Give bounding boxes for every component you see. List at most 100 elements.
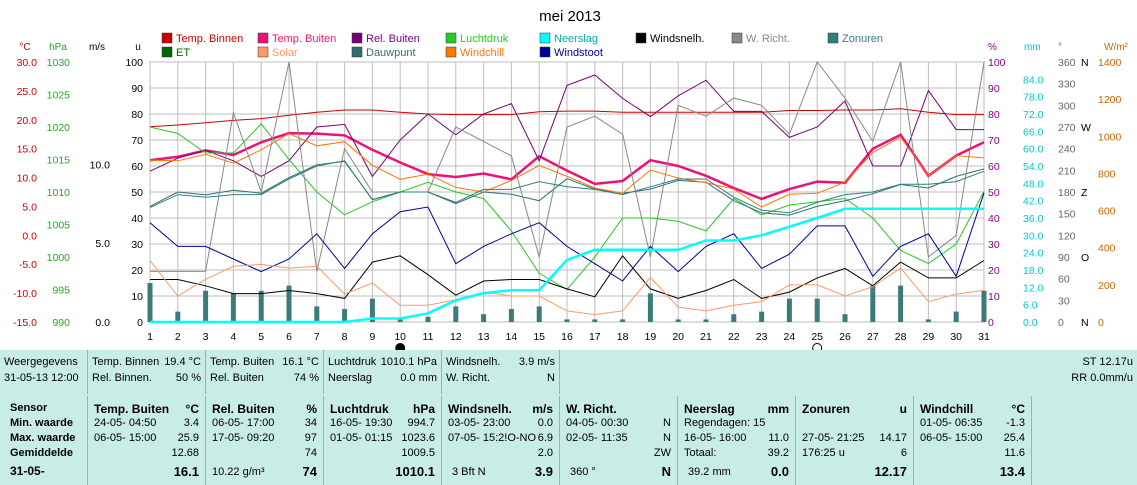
- neerslag-value: 0.0 mm: [400, 372, 437, 384]
- sunshine-bar: [925, 319, 931, 322]
- axis-tick-wind: 0.0: [95, 317, 110, 329]
- axis-tick-temp: 25.0: [17, 86, 38, 98]
- axis-tick-humidity: 60: [988, 161, 1000, 173]
- stat-current: 16.1: [173, 464, 199, 479]
- axis-tick-pressure: 1005: [47, 220, 71, 232]
- stat-min-time: 24-05- 04:50: [94, 417, 157, 429]
- axis-tick-u: 0: [137, 317, 143, 329]
- sunshine-bar: [759, 311, 765, 322]
- stat-min: 3.4: [183, 417, 199, 429]
- x-tick-label: 14: [506, 331, 518, 343]
- temp-binnen-label: Temp. Binnen: [92, 356, 160, 368]
- axis-tick-u: 20: [131, 265, 143, 277]
- series-line-windstoot: [149, 192, 985, 282]
- windsnelh-label: Windsnelh.: [446, 356, 501, 368]
- axis-tick-humidity: 100: [988, 57, 1006, 69]
- legend-swatch: [257, 46, 269, 58]
- axis-tick-rain: 42.0: [1023, 196, 1044, 208]
- axis-tick-u: 30: [131, 239, 143, 251]
- stat-max: N: [663, 432, 671, 444]
- sunshine-bar: [647, 293, 653, 322]
- sunshine-bar: [230, 293, 236, 322]
- rel-binnen-value: 50 %: [175, 372, 201, 384]
- axis-tick-direction: 90: [1058, 252, 1070, 264]
- axis-tick-u: 40: [131, 213, 143, 225]
- w-richt-value: N: [547, 372, 555, 384]
- current-date-label: 31-05-: [10, 464, 45, 478]
- stat-title: Zonuren: [802, 402, 850, 416]
- legend-swatch: [539, 32, 551, 44]
- axis-tick-rain: 12.0: [1023, 282, 1044, 294]
- x-tick-label: 19: [645, 331, 657, 343]
- stat-unit: °C: [185, 402, 199, 416]
- axis-tick-temp: 5.0: [22, 201, 37, 213]
- axis-tick-solar: 1200: [1098, 94, 1122, 106]
- axis-unit-direction: °: [1058, 42, 1062, 53]
- axis-tick-pressure: 1030: [47, 57, 71, 69]
- series-line-temp-binnen: [149, 108, 984, 128]
- axis-tick-humidity: 20: [988, 265, 1000, 277]
- stat-temp-buiten: Temp. Buiten °C 24-05- 04:50 3.4 06-05- …: [88, 396, 206, 485]
- sunshine-bar: [814, 298, 820, 322]
- legend-label: Temp. Buiten: [272, 33, 336, 45]
- axis-tick-u: 10: [131, 291, 143, 303]
- axis-tick-temp: 30.0: [17, 57, 38, 69]
- axis-tick-pressure: 1010: [47, 187, 71, 199]
- x-tick-label: 4: [230, 331, 236, 343]
- stat-extra: 3 Bft N: [452, 466, 486, 478]
- stat-max-time: 27-05- 21:25: [802, 432, 865, 444]
- x-tick-label: 8: [342, 331, 348, 343]
- series-line-neerslag: [150, 207, 984, 324]
- rel-buiten-label: Rel. Buiten: [210, 372, 264, 384]
- stat-row-labels: Sensor Min. waarde Max. waarde Gemiddeld…: [0, 396, 88, 485]
- axis-tick-u: 50: [131, 187, 143, 199]
- sunshine-bar: [286, 285, 292, 322]
- stat-neerslag: Neerslag mm Regendagen: 15 16-05- 16:00 …: [678, 396, 796, 485]
- rel-buiten-value: 74 %: [293, 372, 319, 384]
- legend-swatch: [827, 32, 839, 44]
- stat-max: 1023.6: [401, 432, 435, 444]
- axis-tick-temp: -5.0: [19, 259, 37, 271]
- stat-current: N: [661, 464, 671, 479]
- stat-title: Windchill: [920, 402, 974, 416]
- axis-tick-humidity: 40: [988, 213, 1000, 225]
- series-line-dauwpunt: [149, 160, 985, 216]
- axis-tick-direction: 0: [1058, 317, 1064, 329]
- stat-max-time: 02-05- 11:35: [566, 432, 628, 444]
- sunshine-bar: [508, 309, 514, 322]
- axis-tick-pressure: 995: [52, 285, 70, 297]
- sunshine-bar: [175, 311, 181, 322]
- axis-unit-rain: mm: [1024, 42, 1041, 53]
- sunshine-bar: [620, 319, 626, 322]
- x-tick-label: 18: [617, 331, 629, 343]
- sunshine-bar: [842, 314, 848, 322]
- windsnelh-value: 3.9 m/s: [518, 356, 555, 368]
- x-tick-label: 3: [203, 331, 209, 343]
- axis-tick-rain: 36.0: [1023, 213, 1044, 225]
- axis-tick-temp: -15.0: [13, 317, 37, 329]
- x-tick-label: 26: [839, 331, 851, 343]
- stat-min-time: 06-05- 17:00: [212, 417, 275, 429]
- axis-tick-direction: 60: [1058, 274, 1070, 286]
- stat-title: Rel. Buiten: [212, 402, 275, 416]
- data-tables: Weergegevens 31-05-13 12:00 Temp. Binnen…: [0, 350, 1137, 485]
- stat-min: N: [663, 417, 671, 429]
- stat-max-time: 17-05- 09:20: [212, 432, 275, 444]
- x-tick-label: 13: [478, 331, 490, 343]
- axis-tick-u: 80: [131, 109, 143, 121]
- sunshine-bar: [675, 319, 681, 322]
- axis-tick-humidity: 90: [988, 83, 1000, 95]
- zonuren-days: 6: [900, 447, 907, 459]
- avg-label: Gemiddelde: [10, 447, 73, 459]
- legend-swatch: [257, 32, 269, 44]
- axis-tick-direction: 210: [1058, 165, 1076, 177]
- axis-tick-rain: 24.0: [1023, 248, 1044, 260]
- axis-tick-solar: 800: [1098, 168, 1116, 180]
- sunshine-bar: [786, 298, 792, 322]
- current-info-row: Weergegevens 31-05-13 12:00 Temp. Binnen…: [0, 350, 1137, 394]
- windsnelh-cell: Windsnelh. 3.9 m/s W. Richt. N: [442, 350, 560, 394]
- sensor-heading: Sensor: [10, 402, 48, 414]
- stat-max: 11.0: [768, 432, 789, 444]
- stat-rel-buiten: Rel. Buiten % 06-05- 17:00 34 17-05- 09:…: [206, 396, 324, 485]
- sunshine-bar: [453, 306, 459, 322]
